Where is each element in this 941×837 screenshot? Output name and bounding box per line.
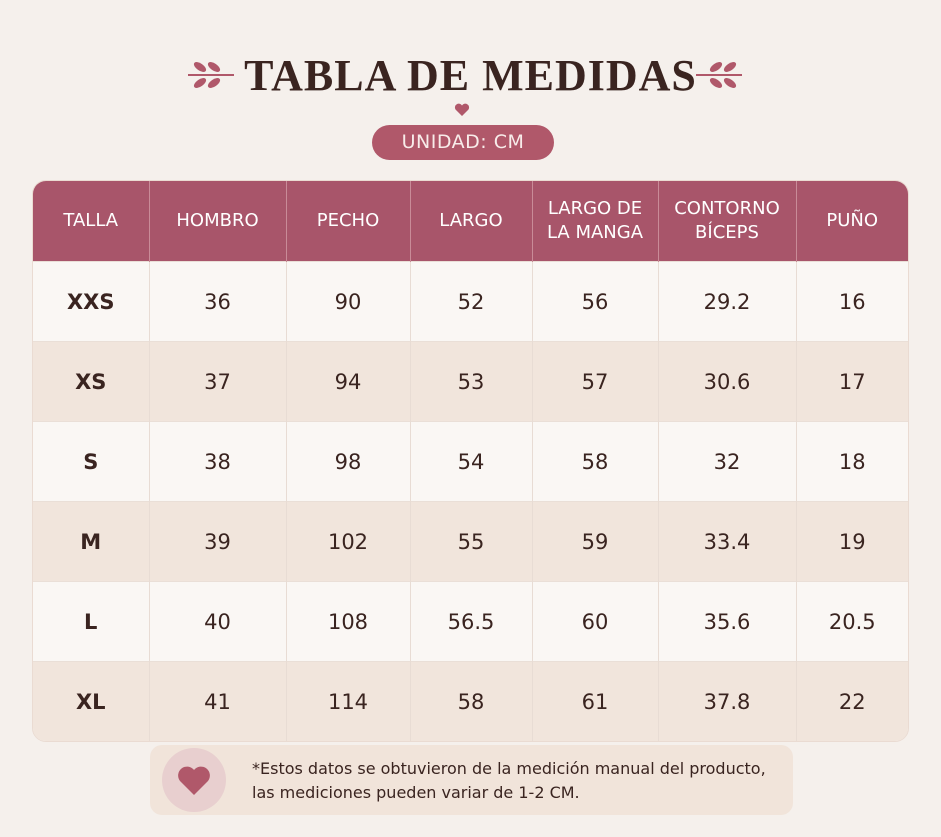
- measurement-cell: 52: [410, 261, 533, 342]
- table-row: XL 41 114 58 61 37.8 22: [33, 661, 908, 741]
- measurement-cell: 102: [286, 501, 411, 582]
- measurement-cell: 37.8: [658, 661, 797, 741]
- measurement-cell: 56: [532, 261, 659, 342]
- size-label: XL: [33, 661, 150, 741]
- column-header: PECHO: [286, 181, 411, 262]
- measurement-cell: 56.5: [410, 581, 533, 662]
- size-label: L: [33, 581, 150, 662]
- header-row: TALLA HOMBRO PECHO LARGO LARGO DE LA MANGA CO…: [33, 181, 908, 262]
- table-row: XXS 36 90 52 56 29.2 16: [33, 261, 908, 342]
- column-header: TALLA: [33, 181, 150, 262]
- measurement-cell: 22: [796, 661, 908, 741]
- table-row: M 39 102 55 59 33.4 19: [33, 501, 908, 582]
- measurement-cell: 33.4: [658, 501, 797, 582]
- table-row: XS 37 94 53 57 30.6 17: [33, 341, 908, 422]
- measurement-cell: 39: [149, 501, 287, 582]
- note-text: *Estos datos se obtuvieron de la medició…: [252, 757, 766, 805]
- measurement-cell: 55: [410, 501, 533, 582]
- note-line: las mediciones pueden variar de 1-2 CM.: [252, 783, 580, 802]
- measurement-cell: 54: [410, 421, 533, 502]
- column-header: LARGO: [410, 181, 533, 262]
- measurement-cell: 32: [658, 421, 797, 502]
- heart-icon: [178, 766, 210, 795]
- measurement-cell: 36: [149, 261, 287, 342]
- note-line: *Estos datos se obtuvieron de la medició…: [252, 759, 766, 778]
- table-container: TALLA HOMBRO PECHO LARGO LARGO DE LA MANGA CO…: [32, 180, 909, 742]
- column-header: CONTORNO BÍCEPS: [658, 181, 797, 262]
- unit-badge: UNIDAD: CM: [372, 125, 554, 160]
- column-header: PUÑO: [796, 181, 908, 262]
- measurement-cell: 98: [286, 421, 411, 502]
- measurement-cell: 30.6: [658, 341, 797, 422]
- ornament: [696, 62, 742, 88]
- table-body: XXS 36 90 52 56 29.2 16 XS 37 94 53 57 30.6 17 S 38 98 54…: [33, 261, 908, 741]
- measurement-cell: 38: [149, 421, 287, 502]
- ornament: [188, 62, 234, 88]
- measurement-cell: 90: [286, 261, 411, 342]
- column-header: HOMBRO: [149, 181, 287, 262]
- column-header: LARGO DE LA MANGA: [532, 181, 659, 262]
- measurement-cell: 58: [532, 421, 659, 502]
- measurement-cell: 114: [286, 661, 411, 741]
- measurement-cell: 53: [410, 341, 533, 422]
- note-icon: [162, 748, 226, 812]
- heart-icon: [454, 103, 470, 116]
- measurement-cell: 16: [796, 261, 908, 342]
- measurement-cell: 37: [149, 341, 287, 422]
- size-label: XXS: [33, 261, 150, 342]
- measurement-cell: 61: [532, 661, 659, 741]
- size-label: S: [33, 421, 150, 502]
- measurement-cell: 18: [796, 421, 908, 502]
- measurement-cell: 60: [532, 581, 659, 662]
- size-label: XS: [33, 341, 150, 422]
- size-table: TALLA HOMBRO PECHO LARGO LARGO DE LA MANGA CO…: [33, 181, 908, 741]
- table-row: L 40 108 56.5 60 35.6 20.5: [33, 581, 908, 662]
- size-label: M: [33, 501, 150, 582]
- measurement-cell: 40: [149, 581, 287, 662]
- measurement-cell: 94: [286, 341, 411, 422]
- measurement-cell: 58: [410, 661, 533, 741]
- measurement-cell: 59: [532, 501, 659, 582]
- measurement-cell: 41: [149, 661, 287, 741]
- measurement-cell: 57: [532, 341, 659, 422]
- measurement-cell: 35.6: [658, 581, 797, 662]
- note-box: *Estos datos se obtuvieron de la medició…: [150, 745, 793, 815]
- title: TABLA DE MEDIDAS: [244, 51, 697, 100]
- measurement-cell: 17: [796, 341, 908, 422]
- table-row: S 38 98 54 58 32 18: [33, 421, 908, 502]
- measurement-cell: 19: [796, 501, 908, 582]
- measurement-cell: 29.2: [658, 261, 797, 342]
- measurement-cell: 20.5: [796, 581, 908, 662]
- measurement-cell: 108: [286, 581, 411, 662]
